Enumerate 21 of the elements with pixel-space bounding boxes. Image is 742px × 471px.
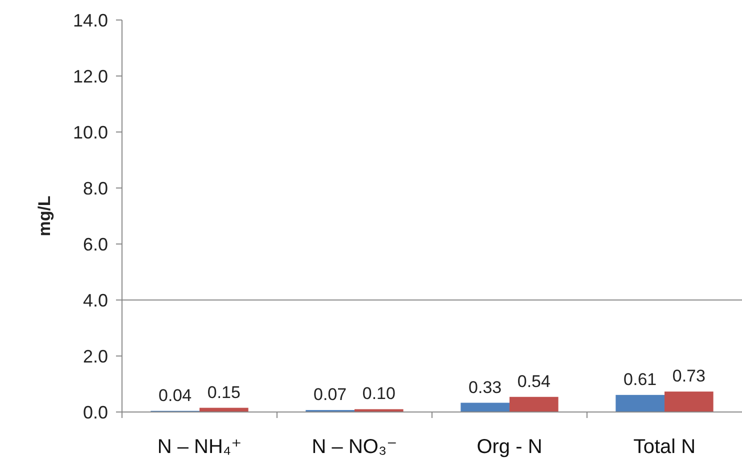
x-tick-label: Org - N xyxy=(476,436,542,458)
data-label: 0.07 xyxy=(314,385,347,404)
data-label: 0.33 xyxy=(468,378,502,397)
y-tick-label: 4.0 xyxy=(82,290,108,310)
data-label: 0.61 xyxy=(624,370,657,389)
y-tick-label: 14.0 xyxy=(72,10,108,30)
x-tick-label: N – NH₄⁺ xyxy=(157,436,242,458)
y-tick-label: 6.0 xyxy=(82,234,108,254)
y-tick-label: 12.0 xyxy=(72,66,108,86)
y-tick-label: 10.0 xyxy=(72,122,108,142)
data-label: 0.04 xyxy=(158,386,192,405)
y-tick-label: 0.0 xyxy=(82,402,108,422)
data-label: 0.54 xyxy=(517,372,550,391)
y-tick-label: 8.0 xyxy=(82,178,108,198)
y-axis-title: mg/L xyxy=(35,196,54,236)
x-tick-label: Total N xyxy=(633,436,696,458)
data-label: 0.73 xyxy=(672,366,706,386)
data-label: 0.15 xyxy=(207,382,240,402)
x-tick-label: N – NO₃⁻ xyxy=(312,436,398,458)
data-label: 0.10 xyxy=(362,384,396,404)
y-tick-label: 2.0 xyxy=(82,346,108,366)
